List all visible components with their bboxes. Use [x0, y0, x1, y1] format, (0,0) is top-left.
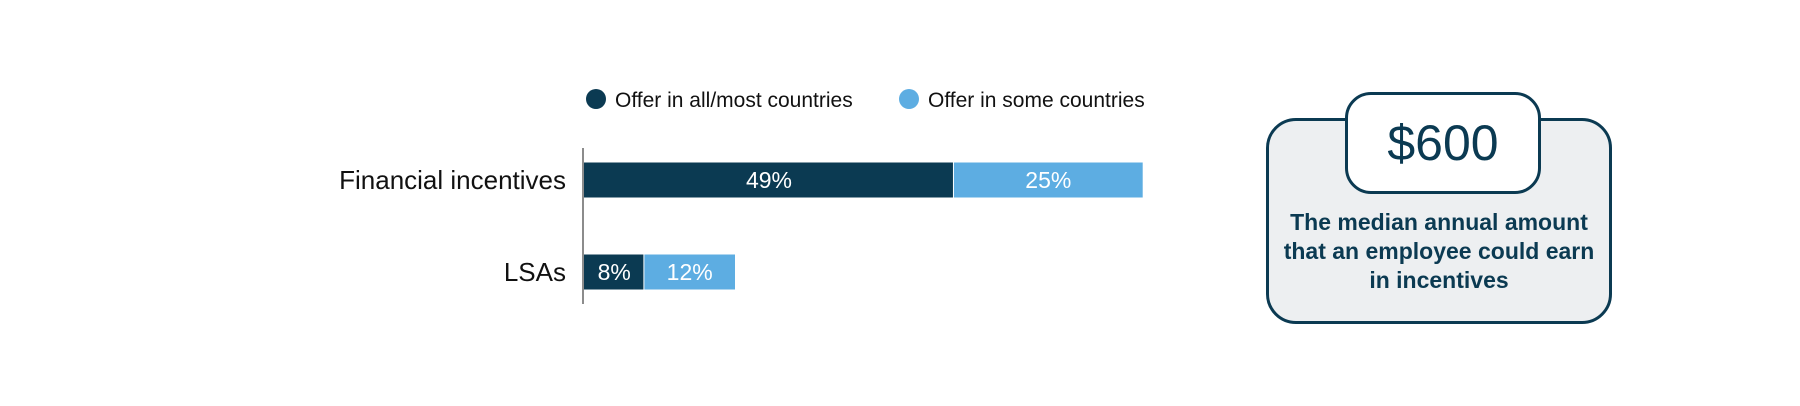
value-label-1-1: 12% [667, 259, 713, 285]
legend: Offer in all/most countries Offer in some… [586, 89, 1145, 112]
bar-0-0 [584, 162, 954, 198]
bar-group: 49% 25% 8% 12% [584, 162, 1143, 290]
bar-1-1 [644, 254, 735, 290]
category-label-0: Financial incentives [339, 165, 566, 195]
stacked-bar-chart: Offer in all/most countries Offer in some… [339, 89, 1145, 304]
stat-caption: The median annual amount that an employe… [1283, 209, 1595, 293]
legend-label-1: Offer in some countries [928, 89, 1145, 112]
category-label-1: LSAs [504, 257, 566, 287]
stat-value: $600 [1345, 92, 1541, 194]
category-labels: Financial incentives LSAs [339, 165, 566, 287]
value-label-0-0: 49% [746, 167, 792, 193]
legend-swatch-1 [899, 89, 919, 109]
value-label-1-0: 8% [598, 259, 631, 285]
value-label-0-1: 25% [1025, 167, 1071, 193]
legend-label-0: Offer in all/most countries [615, 89, 853, 112]
legend-swatch-0 [586, 89, 606, 109]
bar-0-1 [953, 162, 1143, 198]
bar-1-0 [584, 254, 645, 290]
